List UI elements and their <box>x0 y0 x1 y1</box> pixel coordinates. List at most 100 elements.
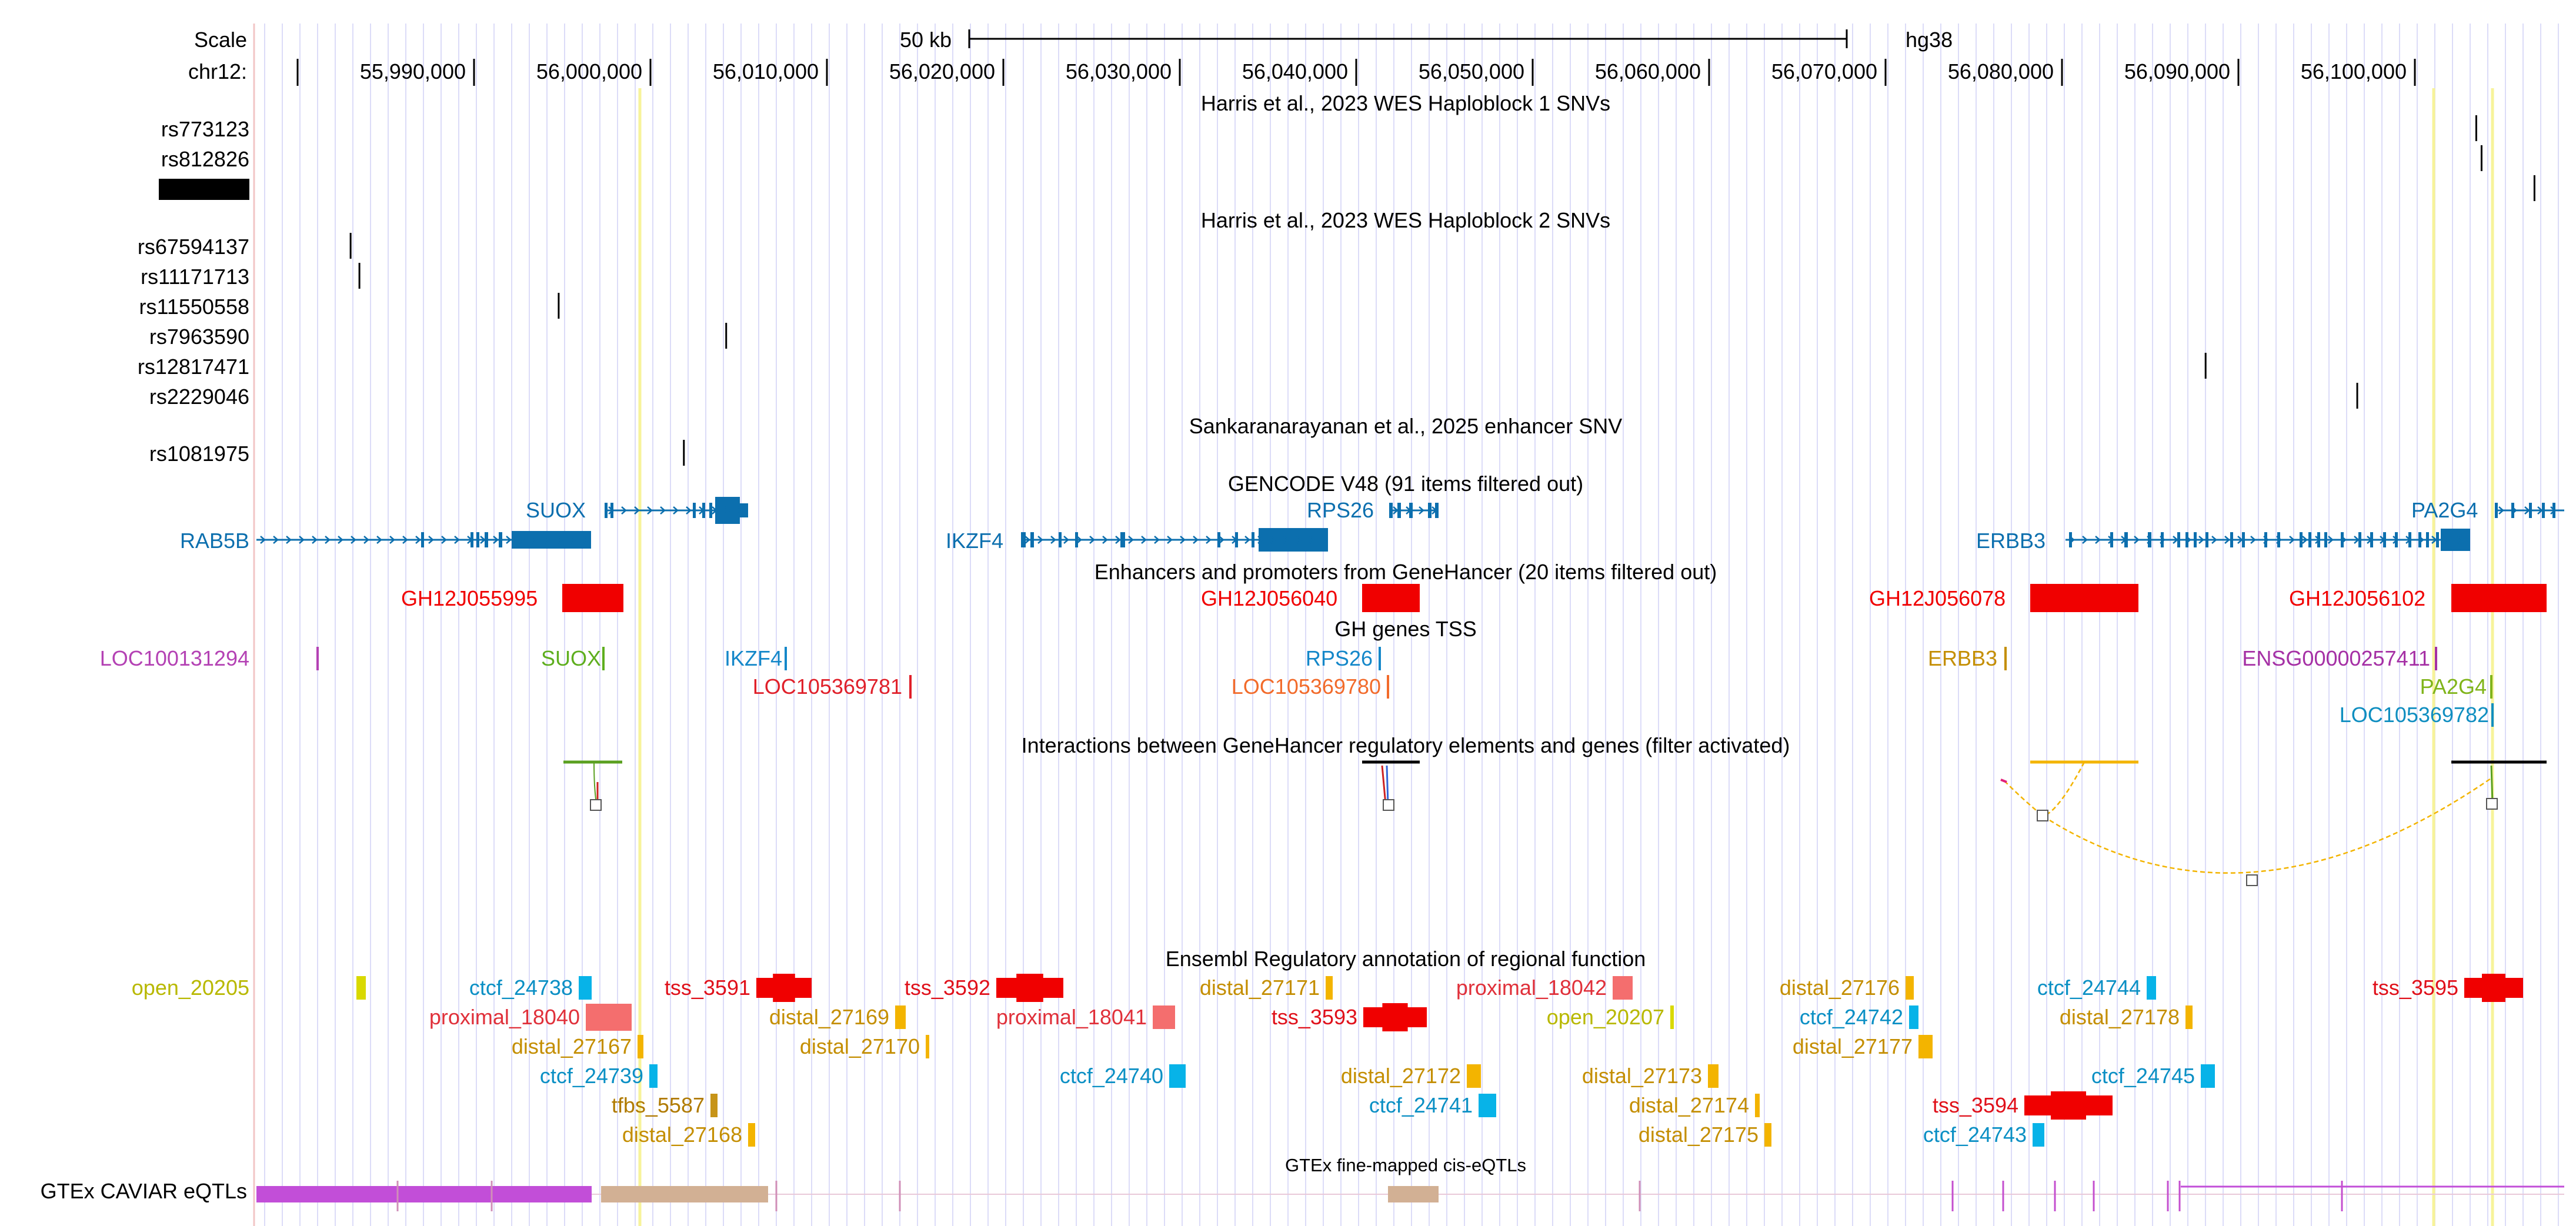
snv-label-rs11171713[interactable]: rs11171713 <box>141 265 249 289</box>
snv-label-rs812826[interactable]: rs812826 <box>161 147 249 171</box>
genehancer-block-gh12j056040 <box>1362 584 1420 612</box>
strand-arrow <box>647 506 653 515</box>
ensembl-label-tss_3594[interactable]: tss_3594 <box>1932 1093 2018 1117</box>
tss-label-pa2g4[interactable]: PA2G4 <box>2420 674 2487 699</box>
ensembl-label-distal_27168[interactable]: distal_27168 <box>622 1123 742 1147</box>
strand-arrow <box>1089 536 1095 544</box>
assembly-label: hg38 <box>1906 28 1953 52</box>
strand-arrow <box>2537 506 2543 515</box>
gene-label-ikzf4[interactable]: IKZF4 <box>946 529 1004 553</box>
snv-label-rs67594137[interactable]: rs67594137 <box>137 235 249 259</box>
strand-arrow <box>1283 536 1289 544</box>
gene-label-pa2g4[interactable]: PA2G4 <box>2411 498 2478 522</box>
ensembl-label-distal_27170[interactable]: distal_27170 <box>799 1034 920 1058</box>
ensembl-label-distal_27174[interactable]: distal_27174 <box>1629 1093 1749 1117</box>
ensembl-block-distal_27170 <box>926 1035 929 1058</box>
ensembl-label-ctcf_24741[interactable]: ctcf_24741 <box>1369 1093 1473 1117</box>
interaction-node <box>1383 799 1394 811</box>
ensembl-label-tss_3592[interactable]: tss_3592 <box>904 976 990 1000</box>
interaction-tick <box>2000 779 2007 783</box>
ruler-position: 56,010,000 <box>712 59 819 83</box>
ensembl-label-distal_27169[interactable]: distal_27169 <box>769 1005 889 1029</box>
ensembl-block-distal_27178 <box>2185 1005 2193 1029</box>
ensembl-label-distal_27171[interactable]: distal_27171 <box>1199 976 1320 1000</box>
gene-label-rab5b[interactable]: RAB5B <box>179 529 249 553</box>
strand-arrow <box>402 536 408 544</box>
ensembl-label-tss_3595[interactable]: tss_3595 <box>2372 976 2458 1000</box>
track-title-gtex: GTEx fine-mapped cis-eQTLs <box>1284 1155 1527 1175</box>
ruler-position: 56,020,000 <box>889 59 995 83</box>
PA2G4-strand-arrows <box>2498 506 2556 515</box>
ensembl-block-distal_27169 <box>895 1005 906 1029</box>
ensembl-label-open_20207[interactable]: open_20207 <box>1546 1005 1664 1029</box>
strand-arrow <box>2302 536 2308 544</box>
ensembl-label-ctcf_24739[interactable]: ctcf_24739 <box>539 1064 643 1088</box>
strand-arrow <box>299 536 305 544</box>
genehancer-block-gh12j055995 <box>562 584 623 612</box>
interaction-arcs <box>563 760 2547 886</box>
ensembl-label-tss_3593[interactable]: tss_3593 <box>1271 1005 1357 1029</box>
ensembl-block-distal_27176 <box>1906 976 1914 1000</box>
ensembl-label-distal_27175[interactable]: distal_27175 <box>1638 1123 1759 1147</box>
tss-label-loc105369782[interactable]: LOC105369782 <box>2339 703 2489 727</box>
tss-label-loc105369780[interactable]: LOC105369780 <box>1231 674 1381 699</box>
gtex-side-label[interactable]: GTEx CAVIAR eQTLs <box>40 1179 247 1203</box>
tss-label-erbb3[interactable]: ERBB3 <box>1927 646 1997 670</box>
ensembl-label-proximal_18042[interactable]: proximal_18042 <box>1456 976 1607 1000</box>
ensembl-label-proximal_18040[interactable]: proximal_18040 <box>429 1005 580 1029</box>
ensembl-label-distal_27167[interactable]: distal_27167 <box>511 1034 632 1058</box>
ensembl-label-distal_27177[interactable]: distal_27177 <box>1792 1034 1913 1058</box>
gene-rab5b <box>256 531 591 549</box>
tss-label-rps26[interactable]: RPS26 <box>1305 646 1373 670</box>
snv-label-rs773123[interactable]: rs773123 <box>161 117 249 141</box>
ensembl-label-ctcf_24745[interactable]: ctcf_24745 <box>2091 1064 2195 1088</box>
genehancer-label-gh12j056102[interactable]: GH12J056102 <box>2289 586 2426 610</box>
strand-arrow <box>1025 536 1030 544</box>
ensembl-label-ctcf_24740[interactable]: ctcf_24740 <box>1059 1064 1163 1088</box>
ensembl-label-distal_27172[interactable]: distal_27172 <box>1340 1064 1461 1088</box>
snv-label-rs1081975[interactable]: rs1081975 <box>149 442 249 466</box>
strand-arrow <box>2431 536 2437 544</box>
ensembl-label-ctcf_24744[interactable]: ctcf_24744 <box>2037 976 2141 1000</box>
ensembl-label-ctcf_24743[interactable]: ctcf_24743 <box>1923 1123 2027 1147</box>
ensembl-label-tfbs_5587[interactable]: tfbs_5587 <box>611 1093 705 1117</box>
ensembl-label-ctcf_24738[interactable]: ctcf_24738 <box>469 976 573 1000</box>
gene-exon <box>1120 532 1125 547</box>
ensembl-label-tss_3591[interactable]: tss_3591 <box>664 976 750 1000</box>
snv-label-rs7963590[interactable]: rs7963590 <box>149 325 249 349</box>
genehancer-label-gh12j056040[interactable]: GH12J056040 <box>1201 586 1338 610</box>
track-title-gh-tss: GH genes TSS <box>1334 617 1477 641</box>
ensembl-label-distal_27178[interactable]: distal_27178 <box>2059 1005 2180 1029</box>
tss-label-ensg00000257411[interactable]: ENSG00000257411 <box>2242 646 2430 670</box>
tss-label-loc105369781[interactable]: LOC105369781 <box>752 674 902 699</box>
ensembl-label-ctcf_24742[interactable]: ctcf_24742 <box>1799 1005 1903 1029</box>
tss-label-ikzf4[interactable]: IKZF4 <box>724 646 782 670</box>
snv-label-rs12817471[interactable]: rs12817471 <box>137 355 249 379</box>
gene-exon <box>2358 532 2361 547</box>
ensembl-label-distal_27176[interactable]: distal_27176 <box>1779 976 1900 1000</box>
gene-exon <box>605 503 608 518</box>
tss-label-suox[interactable]: SUOX <box>540 646 601 670</box>
strand-arrow <box>2550 506 2556 515</box>
snv-label-rs2229046[interactable]: rs2229046 <box>149 385 249 409</box>
gene-label-erbb3[interactable]: ERBB3 <box>1976 529 2046 553</box>
gene-exon <box>1397 503 1401 518</box>
snv-label-rs11550558[interactable]: rs11550558 <box>139 295 250 319</box>
ensembl-label-open_20205[interactable]: open_20205 <box>131 976 249 1000</box>
tss-label-loc100131294[interactable]: LOC100131294 <box>99 646 249 670</box>
strand-arrow <box>1154 536 1160 544</box>
strand-arrow <box>2082 536 2088 544</box>
gene-label-rps26[interactable]: RPS26 <box>1307 498 1374 522</box>
strand-arrow <box>2289 536 2295 544</box>
ensembl-label-distal_27173[interactable]: distal_27173 <box>1581 1064 1702 1088</box>
snv-label-rs773121[interactable]: rs773121 <box>158 177 249 201</box>
strand-arrow <box>1193 536 1199 544</box>
genehancer-label-gh12j056078[interactable]: GH12J056078 <box>1869 586 2006 610</box>
gene-exon <box>2324 532 2327 547</box>
track-title-interactions: Interactions between GeneHancer regulato… <box>1021 733 1790 757</box>
genehancer-block-gh12j056078 <box>2030 584 2138 612</box>
gene-label-suox[interactable]: SUOX <box>526 498 586 522</box>
ensembl-label-proximal_18041[interactable]: proximal_18041 <box>996 1005 1147 1029</box>
genehancer-label-gh12j055995[interactable]: GH12J055995 <box>401 586 538 610</box>
